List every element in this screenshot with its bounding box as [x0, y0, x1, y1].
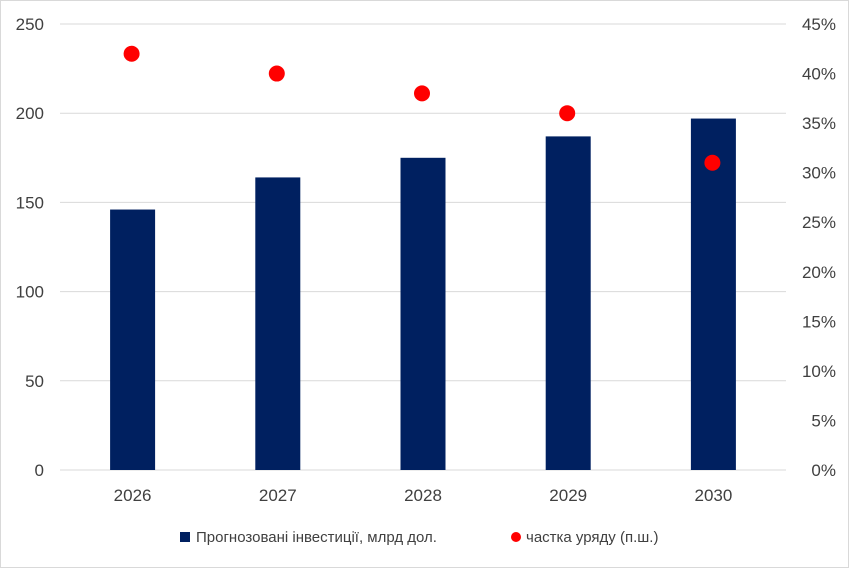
- scatter-series: [123, 45, 721, 171]
- data-point: [268, 65, 285, 82]
- right-tick-label: 15%: [802, 312, 836, 331]
- right-axis-ticks: 0% 5% 10% 15% 20% 25% 30% 35% 40% 45%: [802, 15, 836, 480]
- right-tick-label: 10%: [802, 362, 836, 381]
- legend: Прогнозовані інвестиції, млрд дол. частк…: [180, 529, 658, 546]
- left-tick-label: 200: [16, 104, 44, 123]
- left-tick-label: 100: [16, 283, 44, 302]
- right-tick-label: 25%: [802, 213, 836, 232]
- bar-series: [110, 118, 736, 471]
- data-point: [414, 85, 430, 102]
- data-point: [704, 154, 721, 171]
- x-tick-label: 2027: [259, 486, 297, 505]
- legend-label-scatter: частка уряду (п.ш.): [526, 529, 658, 546]
- right-tick-label: 0%: [811, 461, 836, 480]
- gridlines: [60, 23, 786, 471]
- bar: [110, 209, 156, 470]
- right-tick-label: 20%: [802, 263, 836, 282]
- right-tick-label: 30%: [802, 164, 836, 183]
- right-tick-label: 5%: [811, 411, 836, 430]
- bar: [255, 177, 301, 470]
- x-tick-label: 2030: [694, 486, 732, 505]
- bar: [545, 136, 591, 470]
- data-point: [123, 45, 140, 62]
- bar: [690, 118, 736, 470]
- legend-swatch-bar: [180, 532, 190, 542]
- legend-label-bar: Прогнозовані інвестиції, млрд дол.: [196, 529, 437, 546]
- bar: [400, 157, 446, 471]
- right-tick-label: 40%: [802, 65, 836, 84]
- legend-swatch-scatter: [511, 532, 521, 542]
- left-tick-label: 150: [16, 193, 44, 212]
- x-tick-label: 2028: [404, 486, 442, 505]
- left-tick-label: 0: [35, 461, 44, 480]
- x-tick-label: 2029: [549, 486, 587, 505]
- right-tick-label: 35%: [802, 114, 836, 133]
- left-tick-label: 50: [25, 372, 44, 391]
- x-tick-label: 2026: [114, 486, 152, 505]
- left-tick-label: 250: [16, 15, 44, 34]
- left-axis-ticks: 0 50 100 150 200 250: [16, 15, 44, 480]
- data-point: [559, 105, 576, 122]
- x-axis-ticks: 2026 2027 2028 2029 2030: [114, 486, 733, 505]
- right-tick-label: 45%: [802, 15, 836, 34]
